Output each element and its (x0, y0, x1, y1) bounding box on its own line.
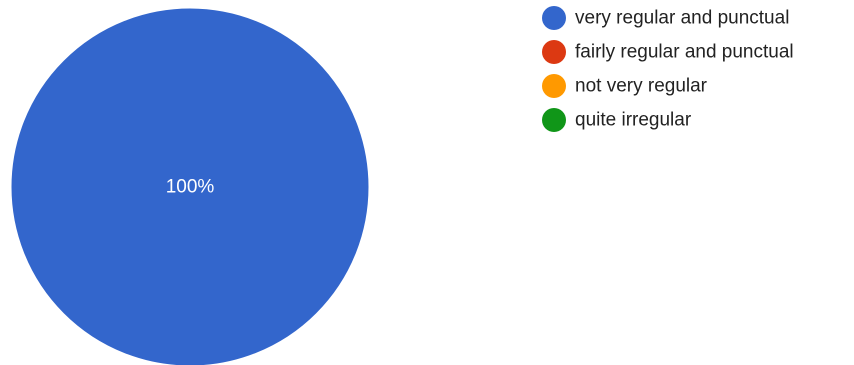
legend-label: very regular and punctual (575, 8, 789, 29)
legend-item: very regular and punctual (542, 6, 789, 30)
pie-slices (10, 7, 370, 365)
legend-label: quite irregular (575, 110, 692, 131)
legend-item: quite irregular (542, 108, 692, 132)
pie-slice-labels: 100% (166, 177, 215, 198)
legend-label: not very regular (575, 76, 708, 97)
legend: very regular and punctual fairly regular … (542, 6, 794, 132)
legend-swatch (542, 108, 566, 132)
legend-swatch (542, 6, 566, 30)
legend-item: not very regular (542, 74, 708, 98)
slice-data-label: 100% (166, 177, 215, 198)
pie-slice (10, 7, 370, 365)
legend-label: fairly regular and punctual (575, 42, 794, 63)
legend-item: fairly regular and punctual (542, 40, 794, 64)
legend-swatch (542, 40, 566, 64)
legend-swatch (542, 74, 566, 98)
